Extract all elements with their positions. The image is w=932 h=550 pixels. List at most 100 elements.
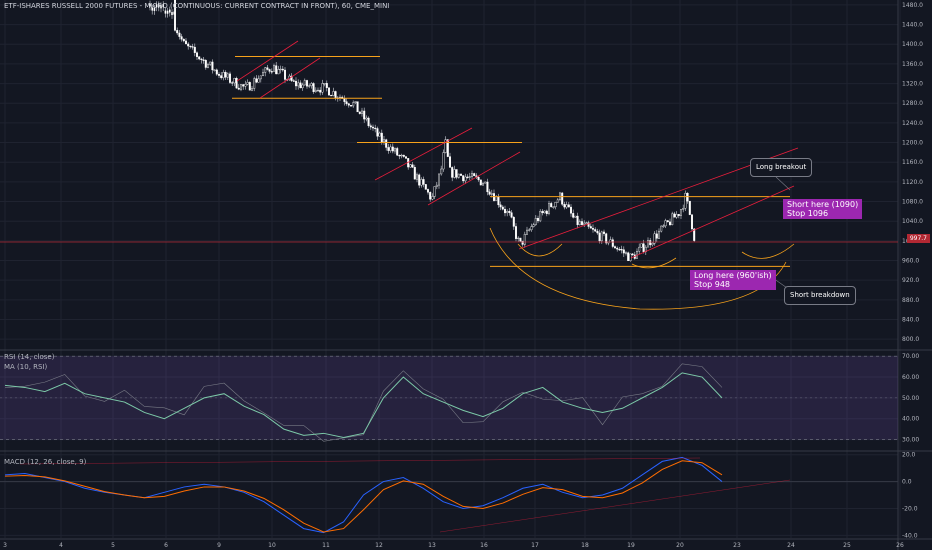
long-here-annotation[interactable]: Long here (960'ish) Stop 948 bbox=[690, 270, 776, 290]
candle bbox=[534, 218, 537, 225]
candle bbox=[187, 43, 190, 47]
candle bbox=[556, 199, 559, 203]
price-tick-label: 960.0 bbox=[902, 258, 919, 265]
x-tick-label: 10 bbox=[268, 542, 276, 549]
x-tick-label: 12 bbox=[375, 542, 383, 549]
short-here-annotation[interactable]: Short here (1090) Stop 1096 bbox=[783, 199, 863, 219]
candle bbox=[374, 127, 377, 130]
candle bbox=[284, 69, 287, 80]
candle bbox=[378, 132, 381, 137]
candle bbox=[202, 59, 205, 61]
candle bbox=[460, 173, 463, 176]
candle bbox=[510, 212, 513, 218]
candle bbox=[270, 71, 273, 73]
candle bbox=[158, 4, 160, 8]
candle bbox=[281, 68, 284, 71]
rsi-line bbox=[4, 363, 723, 442]
candle bbox=[166, 10, 169, 14]
candle bbox=[530, 226, 533, 231]
candle bbox=[499, 204, 502, 208]
candle bbox=[457, 173, 460, 178]
candle bbox=[290, 75, 293, 81]
candle bbox=[449, 156, 452, 168]
price-tick-label: 1120.0 bbox=[902, 179, 923, 186]
candle bbox=[253, 78, 256, 89]
candle bbox=[246, 82, 249, 85]
candle bbox=[552, 206, 555, 208]
candle bbox=[446, 139, 449, 157]
candle bbox=[598, 232, 601, 242]
x-tick-label: 9 bbox=[217, 542, 221, 549]
candle bbox=[563, 204, 566, 208]
red-channel-line bbox=[374, 127, 473, 181]
candle bbox=[600, 231, 603, 242]
candle bbox=[356, 101, 359, 113]
x-tick-label: 20 bbox=[676, 542, 684, 549]
rsi-tick-label: 50.00 bbox=[902, 395, 919, 402]
candle bbox=[239, 84, 242, 90]
candle bbox=[332, 91, 335, 96]
candle bbox=[330, 94, 333, 97]
candle bbox=[611, 239, 614, 247]
candle bbox=[301, 84, 304, 89]
macd-divergence-line bbox=[439, 479, 791, 533]
candle bbox=[484, 181, 487, 184]
candle bbox=[213, 69, 216, 71]
macd-divergence-line bbox=[19, 457, 701, 465]
candle bbox=[339, 96, 342, 99]
candle bbox=[451, 167, 454, 178]
candle bbox=[666, 220, 669, 223]
candle bbox=[466, 176, 469, 178]
candle bbox=[431, 196, 434, 200]
candle bbox=[365, 117, 368, 120]
long-breakout-callout[interactable]: Long breakout bbox=[750, 158, 813, 177]
candle bbox=[380, 132, 383, 143]
candle bbox=[409, 164, 412, 168]
candle bbox=[334, 91, 337, 98]
candle bbox=[400, 154, 403, 157]
candle bbox=[468, 176, 471, 178]
candle bbox=[455, 169, 458, 178]
candle bbox=[308, 85, 311, 87]
candle bbox=[438, 173, 441, 186]
candle bbox=[358, 111, 361, 114]
candle bbox=[585, 222, 588, 224]
candle bbox=[215, 69, 218, 75]
candle bbox=[233, 78, 236, 84]
chart-title: ETF-ISHARES RUSSELL 2000 FUTURES - MICRO… bbox=[4, 2, 390, 10]
candle bbox=[178, 32, 181, 37]
candle bbox=[321, 83, 324, 93]
candle bbox=[184, 40, 187, 45]
candle bbox=[372, 126, 375, 129]
candle bbox=[572, 213, 575, 218]
candle bbox=[629, 253, 632, 262]
x-tick-label: 19 bbox=[627, 542, 635, 549]
price-tick-label: 880.0 bbox=[902, 297, 919, 304]
price-tick-label: 1240.0 bbox=[902, 120, 923, 127]
candle bbox=[616, 247, 619, 250]
rsi-band bbox=[0, 356, 898, 440]
candle bbox=[653, 233, 656, 244]
candle bbox=[686, 192, 689, 202]
candle bbox=[224, 72, 227, 78]
candle bbox=[519, 237, 522, 242]
orange-arc bbox=[517, 243, 563, 257]
candle bbox=[413, 167, 416, 180]
price-tick-label: 840.0 bbox=[902, 317, 919, 324]
macd-tick-label: -20.0 bbox=[902, 505, 918, 512]
candle bbox=[383, 139, 386, 143]
candle bbox=[486, 181, 489, 193]
candle bbox=[515, 226, 518, 239]
candle bbox=[440, 168, 443, 175]
short-breakdown-callout[interactable]: Short breakdown bbox=[784, 286, 856, 305]
candle bbox=[501, 206, 504, 210]
candle bbox=[495, 196, 498, 201]
candle bbox=[277, 69, 280, 75]
candle bbox=[259, 75, 262, 80]
red-channel-line bbox=[630, 185, 795, 259]
x-tick-label: 26 bbox=[896, 542, 904, 549]
candle bbox=[541, 211, 544, 214]
candle bbox=[442, 152, 445, 170]
candle bbox=[189, 45, 192, 48]
